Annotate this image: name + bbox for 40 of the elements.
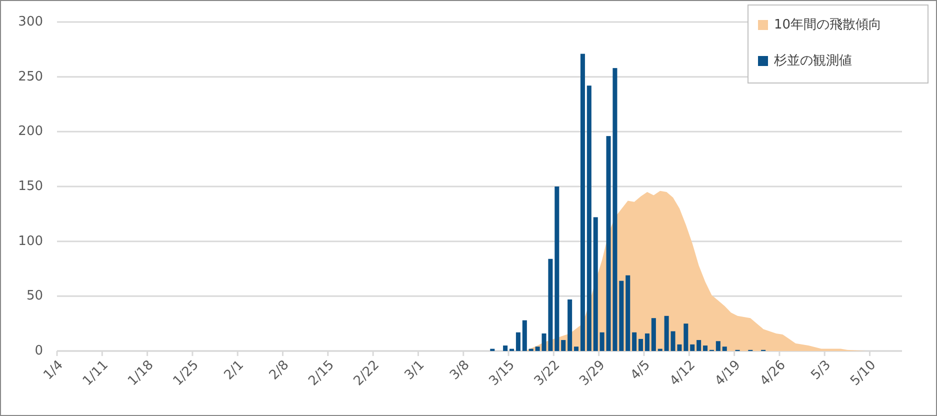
bar xyxy=(593,217,598,351)
x-tick-label: 4/5 xyxy=(628,358,654,384)
bar xyxy=(651,318,656,351)
x-tick-label: 5/3 xyxy=(808,358,834,384)
y-tick-label: 0 xyxy=(34,344,43,359)
bar xyxy=(503,346,508,351)
legend-label: 10年間の飛散傾向 xyxy=(774,18,882,33)
y-tick-label: 100 xyxy=(18,234,43,249)
x-tick-label: 2/1 xyxy=(222,358,247,384)
bar xyxy=(690,344,695,351)
bar xyxy=(626,275,630,351)
bar xyxy=(684,324,688,351)
y-tick-label: 50 xyxy=(26,288,43,304)
x-tick-label: 1/4 xyxy=(40,358,66,384)
y-tick-label: 300 xyxy=(18,14,43,30)
bar xyxy=(586,86,592,351)
x-tick-label: 3/8 xyxy=(447,358,473,384)
bar xyxy=(574,346,579,351)
bar xyxy=(561,340,566,351)
bar xyxy=(703,346,708,351)
bar xyxy=(722,346,727,351)
bar xyxy=(664,316,669,351)
bar xyxy=(516,332,520,351)
bar xyxy=(600,332,604,351)
bar xyxy=(696,340,702,351)
legend-label: 杉並の観測値 xyxy=(773,54,852,69)
bar xyxy=(580,54,585,351)
bar xyxy=(619,280,624,351)
bar xyxy=(632,332,637,351)
bar xyxy=(638,338,644,351)
y-tick-label: 200 xyxy=(18,124,43,140)
x-tick-label: 3/1 xyxy=(402,358,428,384)
bar xyxy=(716,341,720,351)
y-tick-label: 150 xyxy=(18,179,43,194)
bar xyxy=(644,333,650,351)
x-tick-label: 2/8 xyxy=(266,358,292,384)
y-tick-label: 250 xyxy=(18,69,43,84)
bar xyxy=(522,320,527,351)
bar xyxy=(554,186,560,351)
bar xyxy=(568,299,572,351)
